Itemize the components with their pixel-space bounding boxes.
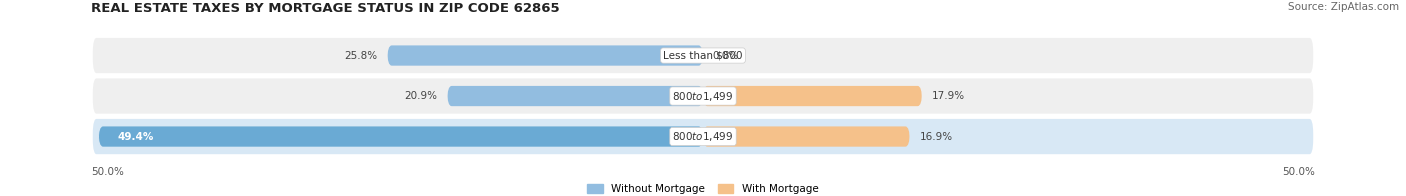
FancyBboxPatch shape (703, 126, 910, 147)
Text: 50.0%: 50.0% (91, 167, 124, 178)
Text: 16.9%: 16.9% (920, 132, 953, 142)
FancyBboxPatch shape (447, 86, 703, 106)
Text: 25.8%: 25.8% (344, 51, 378, 61)
FancyBboxPatch shape (91, 118, 1315, 156)
FancyBboxPatch shape (388, 45, 703, 66)
Text: Source: ZipAtlas.com: Source: ZipAtlas.com (1288, 2, 1399, 12)
Text: 20.9%: 20.9% (405, 91, 437, 101)
Text: Less than $800: Less than $800 (664, 51, 742, 61)
Text: 50.0%: 50.0% (1282, 167, 1315, 178)
Text: 49.4%: 49.4% (117, 132, 153, 142)
Text: 0.0%: 0.0% (713, 51, 740, 61)
FancyBboxPatch shape (91, 77, 1315, 115)
Text: $800 to $1,499: $800 to $1,499 (672, 130, 734, 143)
Legend: Without Mortgage, With Mortgage: Without Mortgage, With Mortgage (588, 184, 818, 194)
Text: REAL ESTATE TAXES BY MORTGAGE STATUS IN ZIP CODE 62865: REAL ESTATE TAXES BY MORTGAGE STATUS IN … (91, 2, 560, 15)
Text: 17.9%: 17.9% (932, 91, 965, 101)
Text: $800 to $1,499: $800 to $1,499 (672, 90, 734, 103)
FancyBboxPatch shape (98, 126, 703, 147)
FancyBboxPatch shape (703, 86, 922, 106)
FancyBboxPatch shape (91, 36, 1315, 74)
